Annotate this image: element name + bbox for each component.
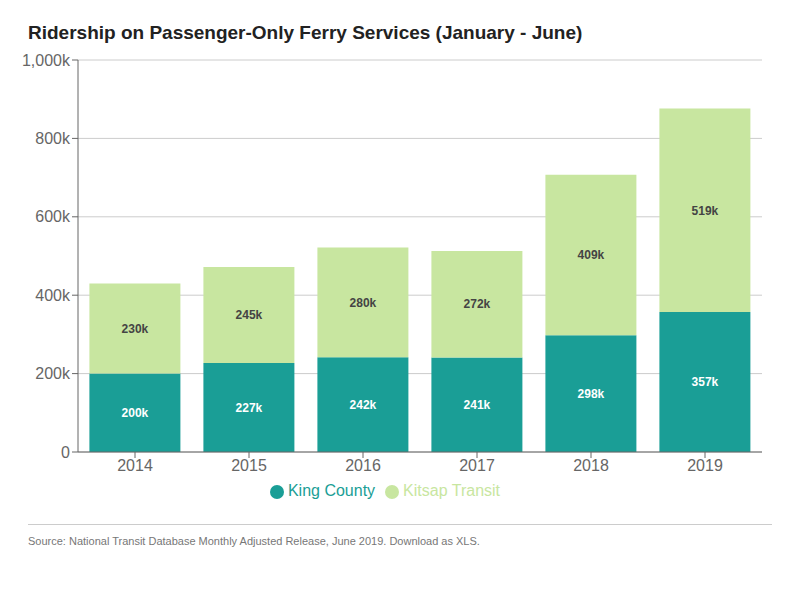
svg-text:600k: 600k (35, 208, 71, 225)
svg-text:2018: 2018 (573, 457, 609, 474)
svg-text:400k: 400k (35, 287, 71, 304)
svg-text:2015: 2015 (231, 457, 267, 474)
svg-text:1,000k: 1,000k (22, 52, 71, 69)
svg-text:0: 0 (61, 444, 70, 461)
html-text:Source: National Transit Datab: Source: National Transit Database Monthl… (28, 535, 480, 547)
svg-text:519k: 519k (692, 204, 719, 218)
svg-text:2019: 2019 (687, 457, 723, 474)
svg-text:298k: 298k (578, 387, 605, 401)
svg-text:2016: 2016 (345, 457, 381, 474)
svg-text:409k: 409k (578, 248, 605, 262)
svg-text:2017: 2017 (459, 457, 495, 474)
html-text:King County: King County (287, 482, 376, 499)
svg-text:357k: 357k (692, 375, 719, 389)
svg-text:245k: 245k (236, 308, 263, 322)
html-text:Ridership on Passenger-Only Fe: Ridership on Passenger-Only Ferry Servic… (28, 22, 583, 43)
svg-text:2014: 2014 (117, 457, 153, 474)
html-text:Kitsap Transit: Kitsap Transit (403, 482, 500, 499)
svg-text:200k: 200k (35, 365, 71, 382)
svg-text:227k: 227k (236, 401, 263, 415)
svg-text:280k: 280k (350, 296, 377, 310)
svg-text:200k: 200k (122, 406, 149, 420)
svg-text:241k: 241k (464, 398, 491, 412)
svg-text:242k: 242k (350, 398, 377, 412)
svg-text:800k: 800k (35, 130, 71, 147)
svg-text:230k: 230k (122, 322, 149, 336)
svg-text:272k: 272k (464, 297, 491, 311)
